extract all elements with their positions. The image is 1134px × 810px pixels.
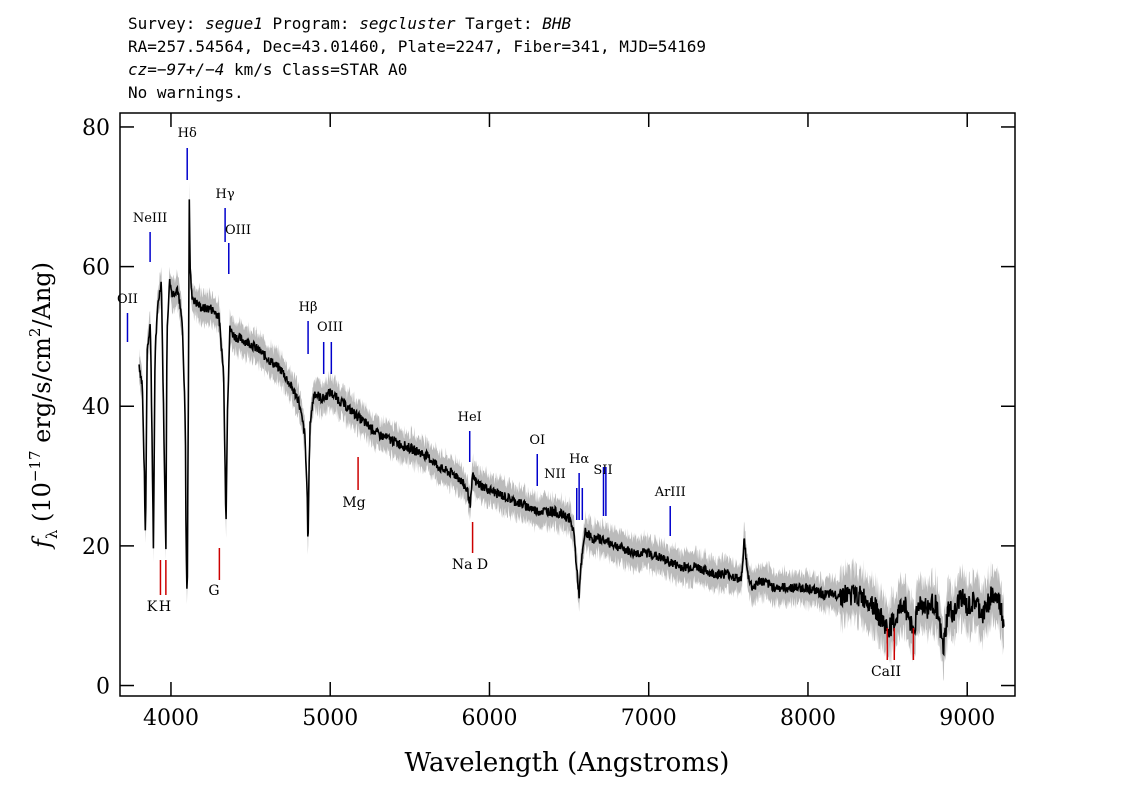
x-tick-label: 9000 [939, 706, 995, 731]
cz-value: =−97+/−4 [147, 60, 225, 79]
x-tick-label: 5000 [302, 706, 358, 731]
program-label: Program: [262, 14, 360, 33]
error-band [139, 182, 1004, 682]
emission-label: NII [544, 467, 566, 482]
absorption-label: K [147, 599, 158, 615]
emission-label: OI [529, 433, 545, 448]
error-band-layer [139, 182, 1004, 682]
x-tick-label: 8000 [780, 706, 836, 731]
y-axis-exponent: −17 [26, 450, 44, 482]
absorption-label: H [159, 599, 171, 615]
y-axis-units-prefix: (10 [28, 482, 56, 530]
x-tick-label: 4000 [143, 706, 199, 731]
emission-label: NeIII [133, 211, 167, 226]
axis-ticks: 4000 5000 6000 7000 8000 9000 0 20 40 60 80 [82, 113, 1015, 731]
y-tick-label: 0 [96, 675, 110, 700]
emission-label: OIII [225, 223, 251, 238]
header-line-warnings: No warnings. [128, 83, 244, 102]
emission-label: Hδ [178, 126, 197, 141]
y-tick-label: 60 [82, 256, 110, 281]
y-tick-label: 40 [82, 395, 110, 420]
x-tick-label: 7000 [621, 706, 677, 731]
y-axis-subscript: λ [43, 529, 61, 539]
emission-label: HeI [458, 410, 482, 425]
header-line-redshift: cz=−97+/−4 km/s Class=STAR A0 [128, 58, 706, 81]
emission-label: OIII [317, 320, 343, 335]
class-text: km/s Class=STAR A0 [224, 60, 408, 79]
absorption-label: G [208, 583, 219, 599]
cz-label: cz [128, 60, 148, 79]
target-label: Target: [455, 14, 543, 33]
spectrum-line-layer [138, 199, 1005, 657]
target-value: BHB [542, 14, 572, 33]
y-tick-label: 20 [82, 535, 110, 560]
plot-frame [119, 112, 1016, 697]
emission-label: OII [117, 292, 138, 307]
survey-value: segue1 [205, 14, 263, 33]
spectrum-line [138, 199, 1005, 657]
y-axis-units-mid: erg/s/cm [28, 337, 56, 451]
survey-label: Survey: [128, 14, 206, 33]
header-line-coordinates: RA=257.54564, Dec=43.01460, Plate=2247, … [128, 37, 706, 56]
absorption-label: CaII [871, 664, 901, 680]
spectrum-header: Survey: segue1 Program: segcluster Targe… [128, 12, 706, 104]
absorption-label: Mg [342, 495, 365, 511]
emission-label: ArIII [654, 485, 686, 500]
emission-label: Hα [569, 452, 589, 467]
x-axis-label: Wavelength (Angstroms) [405, 748, 730, 778]
program-value: segcluster [359, 14, 456, 33]
emission-label: Hγ [216, 187, 235, 202]
header-line-survey: Survey: segue1 Program: segcluster Targe… [128, 12, 706, 35]
emission-label: SII [593, 463, 612, 478]
x-tick-label: 6000 [461, 706, 517, 731]
y-tick-label: 80 [82, 116, 110, 141]
y-axis-label: fλ (10−17 erg/s/cm2/Ang) [26, 262, 61, 550]
absorption-label: Na D [452, 557, 488, 573]
y-axis-units-suffix: /Ang) [28, 262, 56, 328]
emission-label: Hβ [299, 300, 318, 315]
y-axis-exponent-2: 2 [26, 328, 44, 338]
